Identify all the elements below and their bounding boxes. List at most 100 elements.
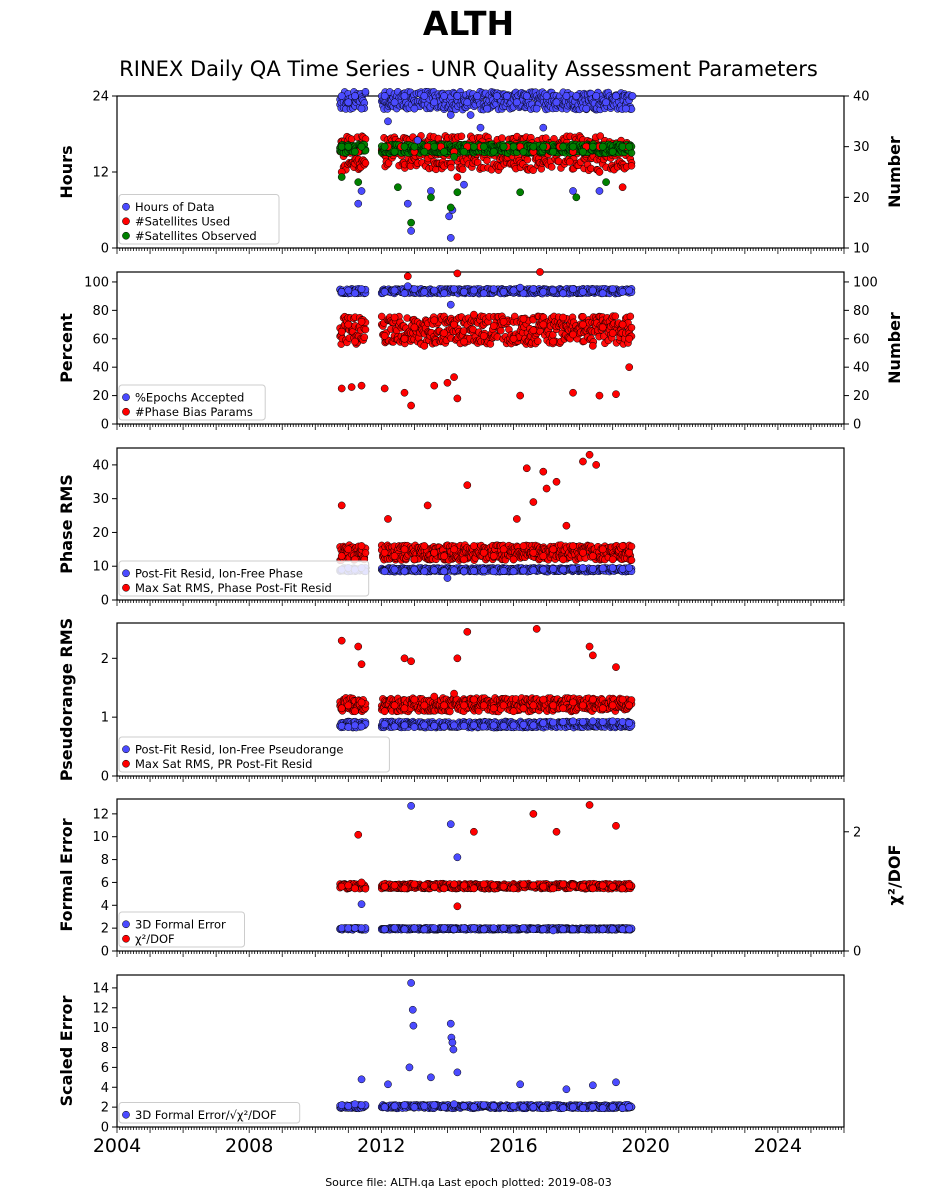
data-point: [569, 187, 577, 195]
data-point: [337, 552, 346, 560]
data-point: [559, 313, 567, 322]
data-point: [443, 574, 452, 582]
data-point: [608, 564, 617, 572]
data-point: [579, 320, 587, 329]
data-point: [420, 92, 429, 100]
data-point: [519, 315, 528, 323]
data-point: [569, 330, 577, 339]
data-point: [479, 289, 488, 298]
data-point: [625, 363, 634, 372]
data-point: [618, 288, 627, 296]
y-tick-label: 40: [92, 458, 109, 473]
data-point: [625, 286, 634, 295]
y-right-tick-label: 20: [853, 389, 870, 404]
legend-marker: [122, 217, 130, 226]
data-point: [400, 388, 409, 397]
data-point: [384, 117, 392, 126]
data-point: [552, 477, 561, 486]
data-point: [357, 381, 366, 390]
data-point: [450, 373, 458, 381]
data-point: [479, 548, 488, 557]
legend-marker: [122, 202, 130, 211]
data-point: [534, 337, 542, 345]
data-point: [625, 334, 634, 343]
data-point: [351, 337, 359, 346]
data-point: [357, 285, 366, 293]
data-point: [519, 566, 528, 575]
data-point: [539, 565, 548, 574]
data-point: [380, 567, 389, 576]
figure-title: ALTH: [422, 4, 515, 43]
data-point: [430, 381, 439, 390]
data-point: [400, 567, 409, 576]
data-point: [394, 183, 402, 192]
data-point: [440, 552, 448, 560]
y-tick-label: 40: [92, 361, 109, 376]
data-point: [489, 322, 498, 330]
data-point: [403, 199, 412, 208]
y-axis-label: Pseudorange RMS: [57, 618, 76, 781]
data-point: [410, 142, 419, 151]
data-point: [549, 337, 558, 346]
data-point: [361, 325, 370, 334]
legend-marker: [122, 393, 130, 402]
data-point: [430, 316, 439, 325]
data-point: [516, 391, 525, 400]
data-point: [499, 142, 508, 151]
data-point: [579, 548, 587, 557]
data-point: [476, 123, 485, 132]
figure-subtitle: RINEX Daily QA Time Series - UNR Quality…: [119, 57, 818, 81]
data-point: [457, 132, 466, 141]
data-point: [446, 300, 455, 309]
data-point: [460, 288, 468, 296]
data-point: [509, 334, 518, 343]
data-point: [337, 173, 346, 181]
data-point: [589, 142, 597, 151]
y-right-tick-label: 40: [853, 90, 870, 105]
data-point: [549, 565, 558, 573]
data-point: [585, 450, 594, 459]
data-point: [519, 147, 528, 156]
data-point: [453, 92, 462, 100]
data-point: [479, 332, 488, 340]
legend-label: Hours of Data: [135, 200, 215, 214]
data-point: [539, 288, 548, 296]
dense-cloud: [336, 87, 636, 175]
data-point: [460, 555, 468, 564]
data-point: [625, 142, 634, 151]
y-tick-label: 30: [92, 492, 109, 507]
data-point: [390, 313, 399, 322]
data-point: [608, 285, 617, 293]
data-point: [523, 155, 532, 164]
data-point: [337, 288, 346, 296]
data-point: [410, 285, 419, 293]
data-point: [420, 288, 429, 296]
data-point: [529, 498, 538, 506]
legend-label: #Satellites Used: [135, 214, 230, 228]
data-point: [579, 147, 587, 156]
data-point: [410, 323, 419, 332]
data-point: [598, 289, 607, 298]
y-tick-label: 0: [101, 594, 109, 609]
data-point: [390, 565, 399, 574]
y-axis-label: Hours: [57, 145, 76, 198]
data-point: [519, 542, 528, 550]
data-point: [450, 320, 458, 329]
y-tick-label: 0: [101, 770, 109, 785]
data-point: [440, 567, 448, 576]
y-right-tick-label: 100: [853, 275, 878, 290]
data-point: [612, 92, 620, 100]
data-point: [450, 152, 458, 161]
data-point: [470, 142, 478, 151]
data-point: [351, 289, 359, 298]
y-axis-label: Phase RMS: [57, 474, 76, 574]
data-point: [589, 565, 597, 573]
legend-marker: [122, 407, 130, 416]
data-point: [423, 501, 432, 510]
data-point: [489, 552, 498, 560]
data-point: [608, 555, 617, 564]
data-point: [420, 342, 429, 350]
data-point: [608, 329, 617, 337]
data-point: [351, 92, 359, 100]
